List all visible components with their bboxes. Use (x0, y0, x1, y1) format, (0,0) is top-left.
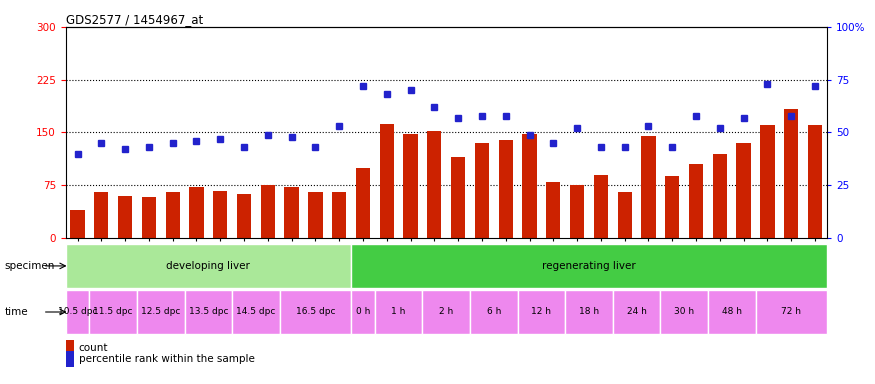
Bar (808, 126, 822, 238)
Text: 6 h: 6 h (487, 308, 501, 316)
Bar (374, 290, 423, 334)
Text: 1 h: 1 h (391, 308, 406, 316)
Bar (427, 131, 442, 238)
Bar (380, 124, 394, 238)
Bar (232, 290, 280, 334)
Text: 10.5 dpc: 10.5 dpc (58, 308, 97, 316)
Bar (470, 290, 518, 334)
Bar (689, 164, 704, 238)
Text: GDS2577 / 1454967_at: GDS2577 / 1454967_at (66, 13, 203, 26)
Bar (661, 290, 708, 334)
Bar (423, 290, 470, 334)
Bar (142, 197, 156, 238)
Text: 12.5 dpc: 12.5 dpc (141, 308, 180, 316)
Bar (89, 290, 137, 334)
Bar (618, 192, 632, 238)
Bar (70, 210, 85, 238)
Bar (784, 109, 798, 238)
Text: 11.5 dpc: 11.5 dpc (94, 308, 133, 316)
Text: 24 h: 24 h (626, 308, 647, 316)
Text: 30 h: 30 h (674, 308, 694, 316)
Bar (66, 244, 351, 288)
Bar (755, 290, 827, 334)
Text: 14.5 dpc: 14.5 dpc (236, 308, 276, 316)
Bar (165, 192, 180, 238)
Bar (280, 290, 351, 334)
Bar (499, 139, 513, 238)
Text: count: count (79, 343, 108, 353)
Bar (451, 157, 466, 238)
Text: 12 h: 12 h (531, 308, 551, 316)
Bar (760, 126, 774, 238)
Bar (351, 290, 374, 334)
Text: 18 h: 18 h (579, 308, 599, 316)
Bar (94, 192, 108, 238)
Bar (403, 134, 417, 238)
Bar (713, 154, 727, 238)
Bar (137, 290, 185, 334)
Bar (708, 290, 755, 334)
Text: 2 h: 2 h (439, 308, 453, 316)
Bar (237, 194, 251, 238)
Bar (284, 187, 298, 238)
Bar (356, 168, 370, 238)
Bar (332, 192, 346, 238)
Text: specimen: specimen (4, 261, 55, 271)
Bar (565, 290, 612, 334)
Bar (737, 143, 751, 238)
Bar (570, 185, 584, 238)
Text: percentile rank within the sample: percentile rank within the sample (79, 354, 255, 364)
Bar (214, 191, 228, 238)
Bar (118, 196, 132, 238)
Bar (665, 176, 679, 238)
Bar (522, 134, 536, 238)
Bar (475, 143, 489, 238)
Bar (612, 290, 661, 334)
Bar (518, 290, 565, 334)
Text: regenerating liver: regenerating liver (542, 261, 636, 271)
Bar (308, 192, 323, 238)
Bar (261, 185, 275, 238)
Bar (351, 244, 827, 288)
Text: developing liver: developing liver (166, 261, 250, 271)
Text: 13.5 dpc: 13.5 dpc (189, 308, 228, 316)
Text: 48 h: 48 h (722, 308, 742, 316)
Text: 72 h: 72 h (781, 308, 802, 316)
Bar (189, 187, 204, 238)
Bar (66, 290, 89, 334)
Text: 16.5 dpc: 16.5 dpc (296, 308, 335, 316)
Text: 0 h: 0 h (356, 308, 370, 316)
Bar (185, 290, 232, 334)
Text: time: time (4, 307, 28, 317)
Bar (594, 175, 608, 238)
Bar (641, 136, 655, 238)
Bar (546, 182, 561, 238)
